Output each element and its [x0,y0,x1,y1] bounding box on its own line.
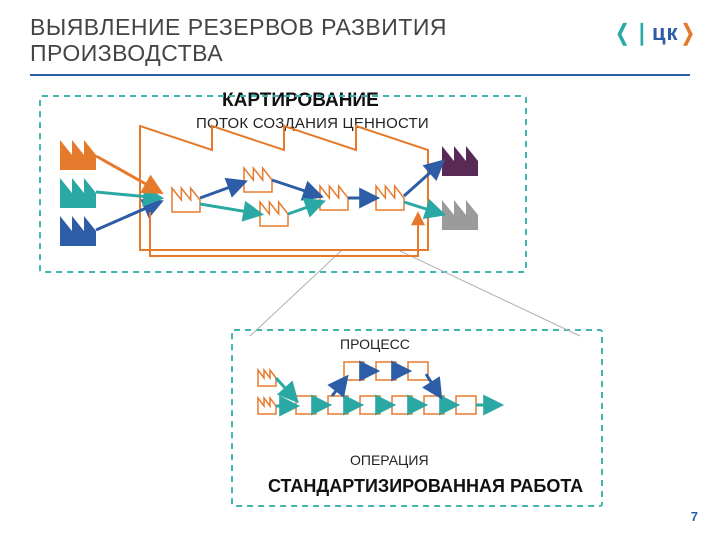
diagram-svg [0,0,720,540]
slide: ВЫЯВЛЕНИЕ РЕЗЕРВОВ РАЗВИТИЯ ПРОИЗВОДСТВА… [0,0,720,540]
